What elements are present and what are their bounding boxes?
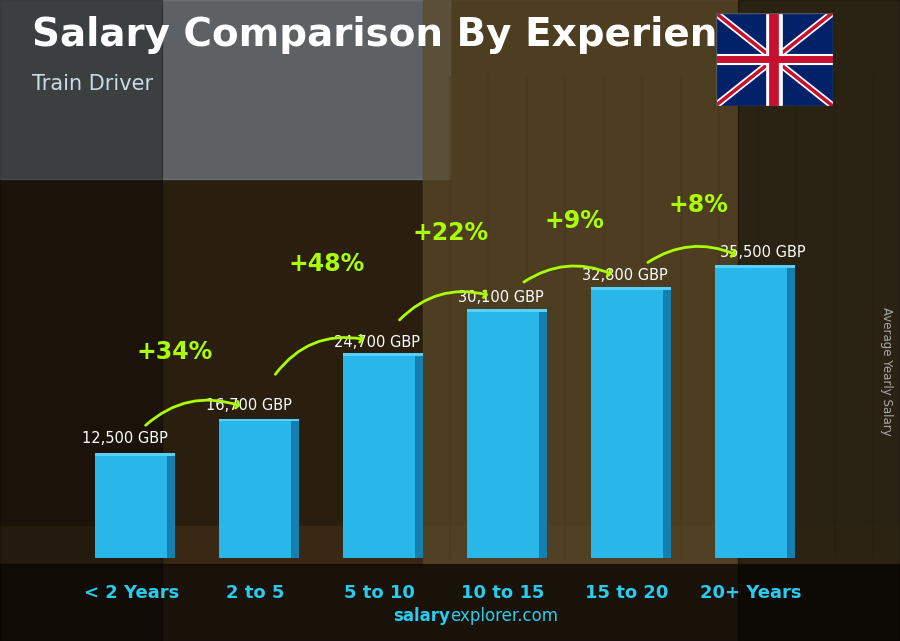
Text: salary: salary <box>393 607 450 625</box>
Text: +9%: +9% <box>544 209 604 233</box>
Text: 30,100 GBP: 30,100 GBP <box>457 290 544 304</box>
Bar <box>0 564 900 641</box>
Text: 24,700 GBP: 24,700 GBP <box>334 335 419 349</box>
Text: +48%: +48% <box>288 252 364 276</box>
Bar <box>291 421 299 558</box>
Text: 5 to 10: 5 to 10 <box>344 584 415 602</box>
Bar <box>662 290 670 558</box>
Bar <box>539 312 547 558</box>
Polygon shape <box>423 0 900 564</box>
Bar <box>95 453 175 456</box>
Bar <box>715 268 787 558</box>
Bar <box>738 0 900 641</box>
Bar <box>591 287 670 290</box>
Text: 16,700 GBP: 16,700 GBP <box>206 398 292 413</box>
Bar <box>415 356 423 558</box>
Polygon shape <box>0 526 900 641</box>
Bar <box>220 419 299 421</box>
Bar <box>95 456 167 558</box>
Text: +8%: +8% <box>668 193 728 217</box>
Text: 2 to 5: 2 to 5 <box>226 584 284 602</box>
Bar <box>167 456 175 558</box>
Bar <box>591 290 662 558</box>
Text: Average Yearly Salary: Average Yearly Salary <box>880 308 893 436</box>
Bar <box>343 356 415 558</box>
Text: 12,500 GBP: 12,500 GBP <box>82 431 168 446</box>
Text: Train Driver: Train Driver <box>32 74 153 94</box>
Bar <box>715 265 795 268</box>
Text: 20+ Years: 20+ Years <box>700 584 802 602</box>
Text: 15 to 20: 15 to 20 <box>585 584 669 602</box>
Polygon shape <box>0 0 450 179</box>
Text: 35,500 GBP: 35,500 GBP <box>720 245 806 260</box>
Text: Salary Comparison By Experience: Salary Comparison By Experience <box>32 16 766 54</box>
Bar <box>343 353 423 356</box>
Text: 32,800 GBP: 32,800 GBP <box>581 268 667 283</box>
Bar <box>467 309 547 312</box>
Text: 10 to 15: 10 to 15 <box>462 584 544 602</box>
Text: explorer.com: explorer.com <box>450 607 558 625</box>
Text: +34%: +34% <box>137 340 212 364</box>
Bar <box>0 0 162 641</box>
Text: < 2 Years: < 2 Years <box>84 584 179 602</box>
Bar <box>787 268 795 558</box>
Bar <box>220 421 291 558</box>
Text: +22%: +22% <box>412 221 489 246</box>
Bar <box>467 312 539 558</box>
